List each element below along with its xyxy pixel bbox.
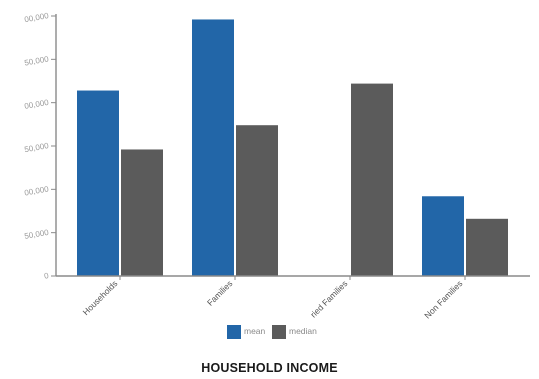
bar-mean-non-families (422, 196, 464, 276)
bar-median-married-families (351, 83, 393, 276)
x-category-label: Families (205, 278, 234, 307)
bars-group (77, 19, 508, 277)
legend-swatch-mean (227, 325, 241, 339)
bar-median-non-families (466, 218, 508, 276)
y-tick-label: 0 (43, 271, 49, 281)
bar-mean-households (77, 90, 119, 277)
x-axis-labels: Households Families ried Families Non Famil… (81, 276, 466, 320)
y-tick-label: 50,000 (24, 228, 50, 241)
legend: mean median (227, 325, 317, 339)
x-category-label: ried Families (308, 278, 349, 319)
y-tick-label: 50,000 (24, 141, 50, 154)
chart-title: HOUSEHOLD INCOME (201, 361, 338, 375)
x-category-label: Households (81, 278, 120, 317)
bar-median-families (236, 125, 278, 276)
legend-label-mean: mean (244, 326, 266, 336)
y-tick-label: 50,000 (24, 54, 50, 67)
y-tick-label: 00,000 (24, 184, 50, 197)
legend-swatch-median (272, 325, 286, 339)
y-tick-label: 00,000 (24, 11, 50, 24)
y-tick-label: 00,000 (24, 98, 50, 111)
x-category-label: Non Families (422, 278, 464, 320)
y-axis-ticks: 0 50,000 00,000 50,000 00,000 50,000 00,000 (24, 11, 56, 281)
bar-mean-families (192, 19, 234, 276)
bar-median-households (121, 149, 163, 276)
legend-label-median: median (289, 326, 317, 336)
